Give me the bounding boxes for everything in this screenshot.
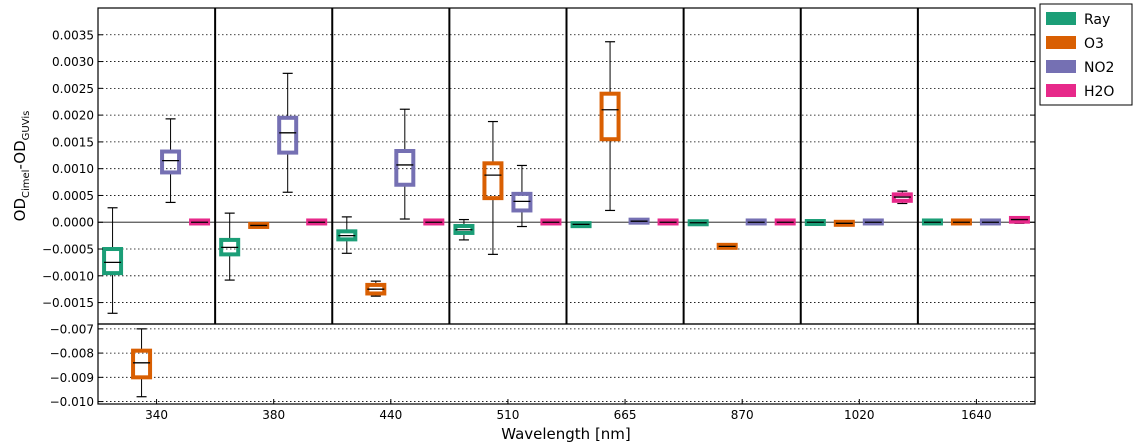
legend-label-ray: Ray xyxy=(1084,12,1110,28)
box-iqr xyxy=(599,91,621,142)
box-h2o-665 xyxy=(657,218,679,226)
box-series-group xyxy=(102,41,1030,398)
box-no2-870 xyxy=(745,218,767,226)
box-o3-1020 xyxy=(833,219,855,227)
upper-ytick-label: 0.0035 xyxy=(52,28,94,42)
upper-ytick-label: −0.0015 xyxy=(42,296,94,310)
x-axis-label: Wavelength [nm] xyxy=(501,425,631,443)
lower-ytick-label: −0.009 xyxy=(50,371,94,385)
box-no2-340 xyxy=(160,118,182,204)
upper-ytick-label: 0.0030 xyxy=(52,55,94,69)
xtick-label: 1640 xyxy=(961,408,992,422)
box-no2-510 xyxy=(511,164,533,228)
box-ray-1640 xyxy=(921,218,943,226)
box-iqr xyxy=(131,348,153,380)
box-ray-340 xyxy=(102,207,124,314)
upper-ytick-label: −0.0005 xyxy=(42,243,94,257)
upper-ytick-label: 0.0005 xyxy=(52,189,94,203)
legend-label-h2o: H2O xyxy=(1084,84,1114,100)
box-iqr xyxy=(482,161,504,201)
box-no2-440 xyxy=(394,108,416,220)
y-axis-label-sub2: GUVis xyxy=(21,111,32,141)
legend-swatch-o3 xyxy=(1046,36,1076,49)
box-o3-380 xyxy=(248,221,270,229)
box-o3-510 xyxy=(482,120,504,255)
box-h2o-870 xyxy=(774,218,796,226)
box-ray-440 xyxy=(336,216,358,254)
xtick-label: 340 xyxy=(145,408,168,422)
legend-swatch-no2 xyxy=(1046,60,1076,73)
xtick-label: 1020 xyxy=(844,408,875,422)
box-h2o-1020 xyxy=(891,190,913,205)
lower-ytick-label: −0.008 xyxy=(50,347,94,361)
box-iqr xyxy=(394,149,416,187)
box-no2-665 xyxy=(628,217,650,225)
y-axis-label-main-2: OD xyxy=(11,140,29,163)
box-h2o-340 xyxy=(189,218,211,226)
box-no2-1020 xyxy=(862,218,884,226)
box-ray-1020 xyxy=(804,219,826,227)
lower-ytick-label: −0.007 xyxy=(50,322,94,336)
box-iqr xyxy=(102,247,124,276)
upper-ytick-label: 0.0015 xyxy=(52,135,94,149)
box-no2-380 xyxy=(277,72,299,193)
y-axis-ticks: −0.0015 −0.0010 −0.0005 0.0000 0.0005 0.0010 0… xyxy=(42,28,1035,409)
y-axis-label-dash: - xyxy=(11,164,29,170)
box-ray-380 xyxy=(219,212,241,281)
box-ray-870 xyxy=(687,219,709,227)
box-h2o-1640 xyxy=(1008,215,1030,224)
xtick-label: 510 xyxy=(496,408,519,422)
box-h2o-380 xyxy=(306,218,328,226)
box-o3-870 xyxy=(716,242,738,250)
box-o3-665 xyxy=(599,41,621,212)
legend-label-no2: NO2 xyxy=(1084,60,1114,76)
lower-panel-gridlines xyxy=(98,328,1035,402)
category-separators xyxy=(214,8,919,324)
xtick-label: 380 xyxy=(262,408,285,422)
upper-ytick-label: 0.0010 xyxy=(52,162,94,176)
x-axis-ticks: 340 380 440 510 665 870 1020 1640 xyxy=(145,399,992,422)
xtick-label: 440 xyxy=(379,408,402,422)
box-iqr xyxy=(160,149,182,175)
box-h2o-510 xyxy=(540,218,562,226)
lower-ytick-label: −0.010 xyxy=(50,395,94,409)
box-o3-440 xyxy=(365,280,387,297)
xtick-label: 870 xyxy=(731,408,754,422)
upper-ytick-label: 0.0025 xyxy=(52,82,94,96)
y-axis-label: ODCimel-ODGUVis xyxy=(11,111,32,222)
box-no2-1640 xyxy=(979,218,1001,226)
box-iqr xyxy=(277,115,299,155)
box-o3-1640 xyxy=(950,218,972,226)
box-ray-510 xyxy=(453,218,475,241)
lower-panel-frame xyxy=(97,323,1036,405)
upper-ytick-label: −0.0010 xyxy=(42,269,94,283)
box-h2o-440 xyxy=(423,218,445,226)
y-axis-label-sub1: Cimel xyxy=(21,170,32,198)
box-ray-665 xyxy=(570,221,592,229)
legend: Ray O3 NO2 H2O xyxy=(1039,3,1133,106)
legend-swatch-ray xyxy=(1046,12,1076,25)
box-o3-340 xyxy=(131,328,153,398)
upper-ytick-label: 0.0000 xyxy=(52,216,94,230)
box-iqr xyxy=(511,191,533,213)
legend-label-o3: O3 xyxy=(1084,36,1104,52)
legend-swatch-h2o xyxy=(1046,84,1076,97)
upper-ytick-label: 0.0020 xyxy=(52,109,94,123)
y-axis-label-main: OD xyxy=(11,198,29,221)
xtick-label: 665 xyxy=(614,408,637,422)
